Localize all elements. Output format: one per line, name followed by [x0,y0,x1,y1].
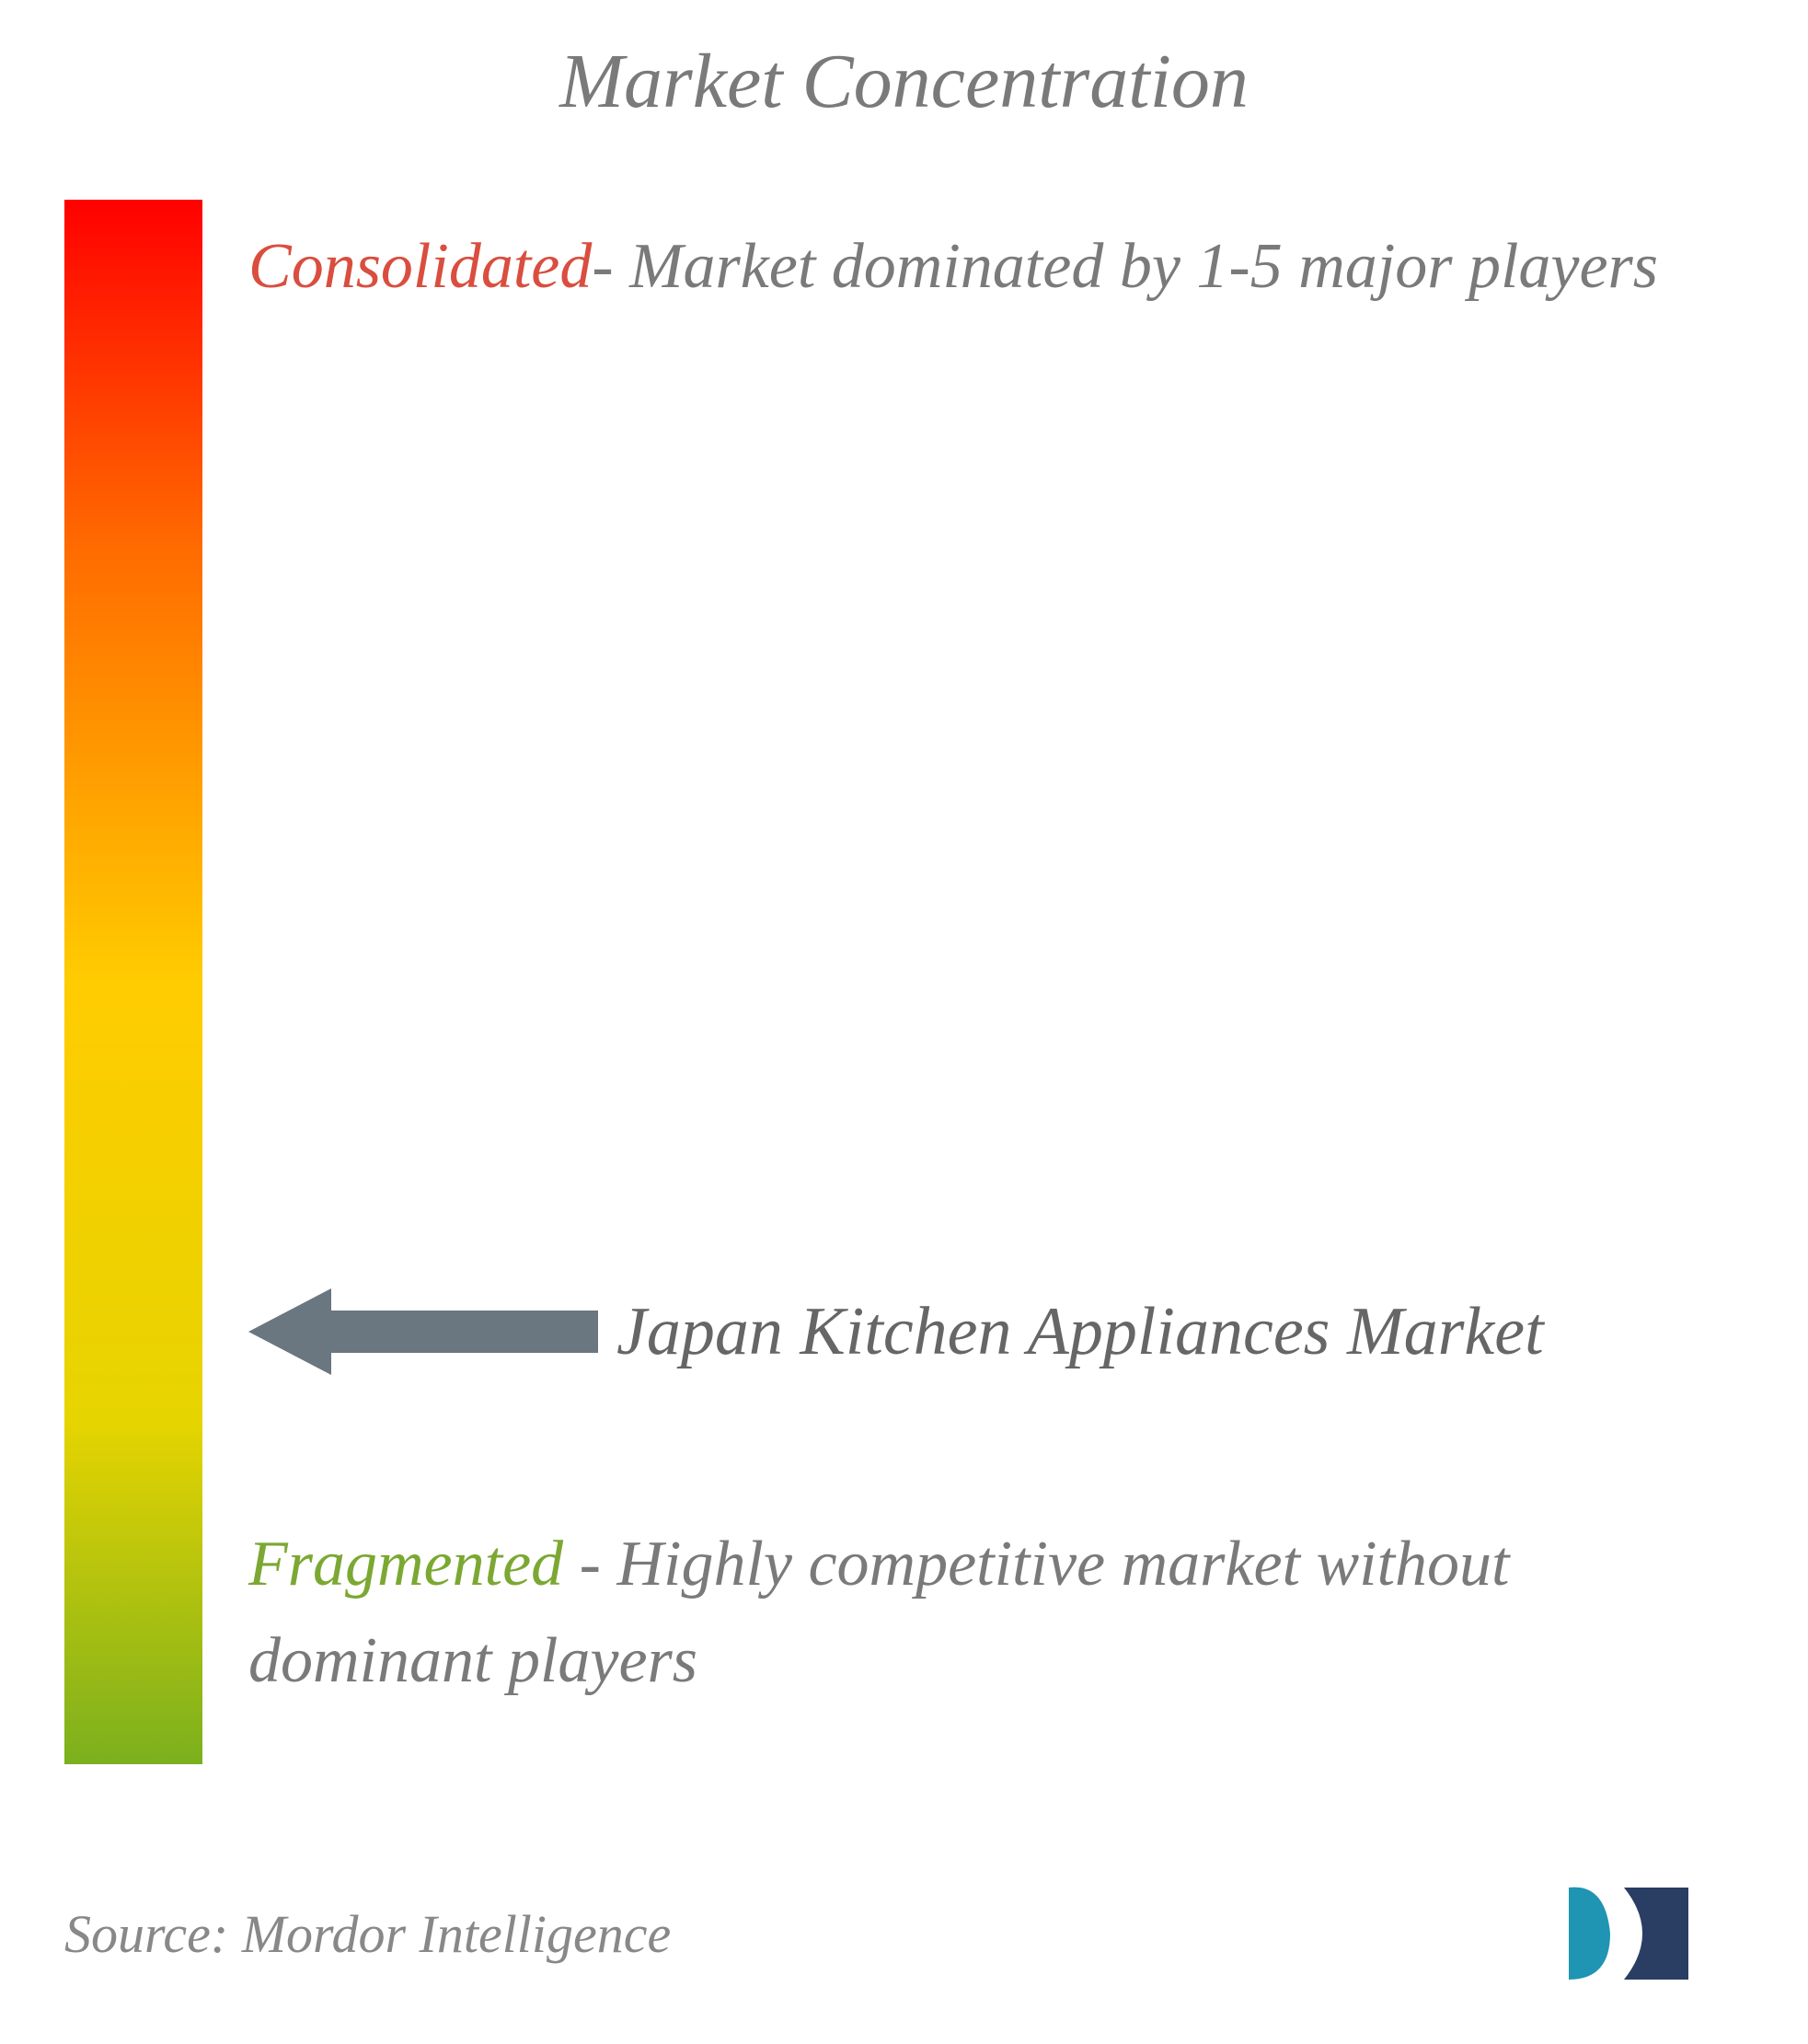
consolidated-text: - Market dominated by 1-5 major players [592,231,1658,302]
footer: Source: Mordor Intelligence [64,1878,1744,1989]
labels-panel: Consolidated- Market dominated by 1-5 ma… [202,200,1780,1764]
market-marker: Japan Kitchen Appliances Market [248,1281,1544,1382]
consolidated-label: Consolidated [248,231,592,302]
concentration-gradient-bar [64,200,202,1764]
chart-title: Market Concentration [28,37,1780,126]
fragmented-description: Fragmented - Highly competitive market w… [248,1516,1744,1709]
source-attribution: Source: Mordor Intelligence [64,1903,671,1965]
arrow-left-icon [248,1281,607,1382]
fragmented-label: Fragmented [248,1529,563,1599]
market-marker-label: Japan Kitchen Appliances Market [616,1293,1544,1371]
mordor-logo-icon [1560,1878,1744,1989]
chart-body: Consolidated- Market dominated by 1-5 ma… [28,200,1780,1764]
consolidated-description: Consolidated- Market dominated by 1-5 ma… [248,218,1744,315]
